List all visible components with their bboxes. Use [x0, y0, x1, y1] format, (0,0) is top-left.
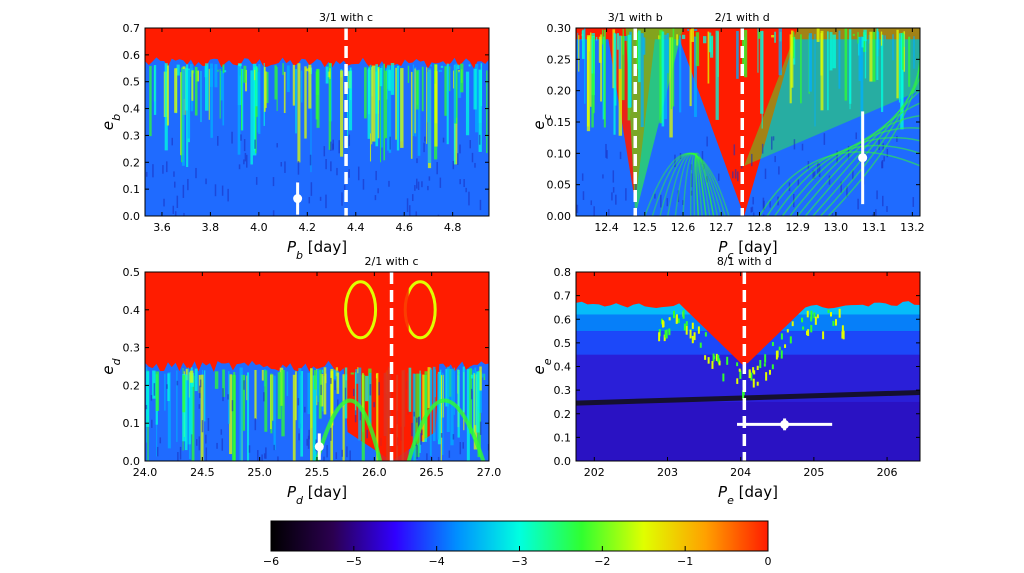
panel-b: 3/1 with c 3.6 3.8 4.0 4.2 4.4 4.6 4.8 0.0 0.1 0.2…	[99, 11, 490, 262]
y-axis-label-b: eb	[99, 114, 123, 130]
plot-frame-b	[144, 27, 490, 217]
x-tick-e-4: 206	[877, 466, 898, 479]
x-tick-c-6: 13.0	[824, 221, 849, 234]
planet-marker-c	[858, 153, 868, 163]
x-tick-d-2: 25.0	[247, 466, 272, 479]
y-axis-label-c: ec	[530, 114, 554, 129]
x-tick-c-1: 12.5	[633, 221, 658, 234]
heatmap-d	[145, 272, 489, 461]
y-tick-e-6: 0.6	[554, 313, 572, 326]
y-tick-e-0: 0.0	[554, 455, 572, 468]
colorbar-tick-5: −1	[677, 555, 693, 568]
y-tick-e-8: 0.8	[554, 266, 572, 279]
y-tick-e-4: 0.4	[554, 361, 572, 374]
y-tick-b-5: 0.5	[123, 76, 141, 89]
x-tick-d-4: 26.0	[362, 466, 387, 479]
colorbar-tick-1: −5	[346, 555, 362, 568]
y-tick-d-5: 0.5	[123, 266, 141, 279]
resonance-label-c-1: 2/1 with d	[715, 11, 770, 24]
x-tick-e-3: 205	[803, 466, 824, 479]
colorbar-ticks: −6 −5 −4 −3 −2 −1 0	[263, 546, 772, 568]
y-axis-label-e: ee	[530, 358, 554, 374]
y-tick-c-2: 0.10	[547, 147, 572, 160]
y-tick-e-2: 0.2	[554, 408, 572, 421]
x-tick-c-4: 12.8	[747, 221, 772, 234]
x-tick-c-3: 12.7	[709, 221, 734, 234]
x-tick-c-2: 12.6	[671, 221, 696, 234]
planet-marker-e	[780, 419, 790, 429]
y-tick-e-5: 0.5	[554, 337, 572, 350]
y-tick-d-4: 0.4	[123, 304, 141, 317]
x-axis-label-e: Pe [day]	[718, 483, 778, 507]
x-tick-b-3: 4.2	[299, 221, 317, 234]
panel-d: 2/1 with c 24.0 24.5 25.0 25.5 26.0 26.5 27.0 0.…	[99, 255, 501, 507]
x-tick-b-4: 4.4	[347, 221, 365, 234]
resonance-label-b-0: 3/1 with c	[319, 11, 373, 24]
heatmap-c	[576, 28, 920, 216]
y-tick-d-3: 0.3	[123, 342, 141, 355]
x-tick-d-3: 25.5	[305, 466, 330, 479]
y-tick-c-0: 0.00	[547, 210, 572, 223]
y-tick-c-4: 0.20	[547, 85, 572, 98]
y-tick-b-7: 0.7	[123, 22, 141, 35]
panels: 3/1 with c 3.6 3.8 4.0 4.2 4.4 4.6 4.8 0.0 0.1 0.2…	[99, 11, 925, 507]
y-tick-d-1: 0.1	[123, 417, 141, 430]
planet-marker-b	[293, 194, 303, 204]
x-tick-b-2: 4.0	[250, 221, 268, 234]
colorbar-tick-0: −6	[263, 555, 279, 568]
x-tick-b-0: 3.6	[153, 221, 171, 234]
y-tick-e-1: 0.1	[554, 431, 572, 444]
heatmap-b	[145, 28, 489, 216]
y-tick-e-7: 0.7	[554, 290, 572, 303]
x-tick-c-5: 12.9	[785, 221, 810, 234]
x-tick-b-6: 4.8	[444, 221, 462, 234]
y-tick-d-2: 0.2	[123, 379, 141, 392]
heatmap-e	[576, 272, 920, 461]
y-tick-b-6: 0.6	[123, 49, 141, 62]
x-axis-label-c: Pc [day]	[718, 238, 777, 262]
planet-marker-d	[314, 442, 324, 452]
x-tick-b-1: 3.8	[202, 221, 220, 234]
x-tick-d-0: 24.0	[133, 466, 158, 479]
resonance-label-d-0: 2/1 with c	[364, 255, 418, 268]
x-tick-e-1: 203	[657, 466, 678, 479]
y-tick-b-3: 0.3	[123, 129, 141, 142]
y-tick-c-3: 0.15	[547, 116, 572, 129]
panel-c: 3/1 with b 2/1 with d 12.4 12.5 12.6 12.7 12.8…	[530, 11, 925, 262]
colorbar: −6 −5 −4 −3 −2 −1 0	[263, 520, 772, 568]
x-tick-c-0: 12.4	[594, 221, 619, 234]
x-axis-label-b: Pb [day]	[287, 238, 347, 262]
x-tick-d-6: 27.0	[477, 466, 502, 479]
x-axis-label-d: Pd [day]	[287, 483, 347, 507]
x-tick-e-0: 202	[584, 466, 605, 479]
colorbar-tick-6: 0	[765, 555, 772, 568]
y-tick-b-4: 0.4	[123, 103, 141, 116]
resonance-label-c-0: 3/1 with b	[608, 11, 663, 24]
x-tick-e-2: 204	[730, 466, 751, 479]
resonance-label-e-0: 8/1 with d	[717, 255, 772, 268]
x-tick-b-5: 4.6	[395, 221, 413, 234]
y-axis-label-d: ed	[99, 357, 123, 374]
y-tick-c-6: 0.30	[547, 22, 572, 35]
colorbar-tick-3: −3	[511, 555, 527, 568]
y-tick-b-2: 0.2	[123, 156, 141, 169]
y-tick-d-0: 0.0	[123, 455, 141, 468]
panel-e: 8/1 with d 202 203 204 205 206 0.0 0.1 0.2 0.3 0.4…	[530, 255, 921, 507]
colorbar-tick-4: −2	[594, 555, 610, 568]
y-tick-e-3: 0.3	[554, 384, 572, 397]
x-tick-d-5: 26.5	[419, 466, 444, 479]
y-tick-b-0: 0.0	[123, 210, 141, 223]
y-tick-b-1: 0.1	[123, 183, 141, 196]
colorbar-tick-2: −4	[429, 555, 445, 568]
x-tick-c-7: 13.1	[862, 221, 887, 234]
y-tick-c-1: 0.05	[547, 179, 572, 192]
y-tick-c-5: 0.25	[547, 53, 572, 66]
x-tick-c-8: 13.2	[900, 221, 925, 234]
x-tick-d-1: 24.5	[190, 466, 215, 479]
